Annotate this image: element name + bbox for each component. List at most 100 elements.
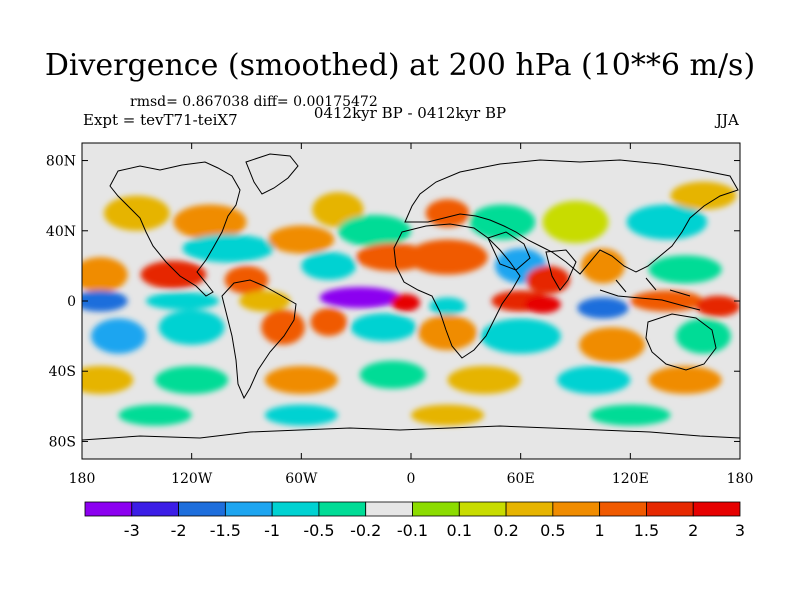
colorbar-swatch [271, 501, 320, 517]
colorbar-level-label: 3 [735, 521, 745, 540]
field-patch [407, 239, 488, 275]
field-patch [648, 255, 722, 284]
field-patch [158, 309, 225, 345]
field-patch [526, 265, 571, 294]
colorbar-level-label: -1.5 [210, 521, 241, 540]
field-patch [319, 286, 401, 309]
longitude-axis: 180 120W 60W 0 60E 120E 180 [69, 143, 754, 487]
period-label: 0412kyr BP - 0412kyr BP [313, 104, 507, 122]
field-patch [469, 204, 536, 240]
map-title: Divergence (smoothed) at 200 hPa (10**6 … [44, 48, 756, 83]
colorbar-swatch [365, 501, 413, 517]
colorbar-swatch [412, 501, 460, 517]
coastline-greenland [245, 153, 299, 195]
lat-tick-label: 40N [46, 224, 76, 240]
map-panel: 80N 40N 0 40S 80S 180 120W 60W 0 60E 120E 180 [46, 142, 754, 487]
field-patch [670, 181, 737, 210]
colorbar-swatch [131, 501, 179, 517]
colorbar-swatch [458, 501, 507, 517]
colorbar-level-label: 2 [688, 521, 698, 540]
divergence-field [82, 181, 740, 426]
coastlines [82, 153, 740, 441]
field-patch [82, 290, 128, 312]
lon-tick-label: 180 [69, 471, 96, 487]
field-patch [350, 313, 417, 342]
field-patch [82, 365, 134, 395]
colorbar-level-label: -0.5 [303, 521, 334, 540]
field-patch [268, 225, 335, 254]
field-patch [118, 404, 192, 426]
field-patch [411, 404, 485, 426]
field-patch [182, 234, 274, 263]
lon-tick-label: 60W [285, 471, 318, 487]
field-patch [103, 195, 170, 231]
field-patch [173, 204, 247, 240]
lat-tick-label: 40S [49, 364, 76, 380]
field-patch [447, 365, 521, 395]
field-patch [557, 365, 631, 395]
lon-tick-label: 120W [171, 471, 213, 487]
field-patch [91, 318, 146, 354]
colorbar-level-label: -2 [171, 521, 187, 540]
field-patch [580, 248, 625, 284]
field-patch [425, 199, 470, 228]
field-patch [696, 295, 740, 317]
colorbar-swatch [84, 501, 133, 517]
field-patch [82, 257, 128, 293]
field-patch [542, 200, 609, 244]
colorbar-swatch [505, 501, 554, 517]
field-patch [239, 290, 291, 312]
coastline-arabia [487, 231, 531, 271]
field-patch [590, 404, 671, 426]
coastline-south-america [221, 279, 297, 400]
field-patch [648, 365, 722, 395]
field-patch [626, 204, 708, 240]
coastline-maritime-continent [599, 277, 701, 311]
colorbar-level-label: 0.1 [447, 521, 472, 540]
lon-tick-label: 120E [612, 471, 649, 487]
field-patch [359, 360, 426, 389]
lon-tick-label: 180 [727, 471, 754, 487]
colorbar-swatch [318, 501, 367, 517]
colorbar-swatch [224, 501, 273, 517]
field-patch [312, 192, 364, 228]
colorbar-level-label: 1 [595, 521, 605, 540]
field-patch [337, 214, 412, 247]
field-patch [145, 292, 220, 310]
coastline-india [545, 249, 577, 291]
coastline-antarctica [82, 425, 740, 441]
coastline-eurasia [404, 159, 739, 275]
field-patch [390, 293, 421, 312]
colorbar-swatch [599, 501, 647, 517]
field-patch [418, 315, 477, 351]
field-patch [264, 365, 338, 395]
field-patch [140, 260, 207, 289]
colorbar-level-label: -0.1 [397, 521, 428, 540]
field-patch [676, 318, 731, 354]
field-patch [524, 295, 561, 314]
colorbar-swatch [552, 501, 601, 517]
colorbar-level-label: 1.5 [634, 521, 659, 540]
colorbar-level-label: 0.5 [540, 521, 565, 540]
field-patch [155, 365, 229, 395]
field-patch [429, 297, 466, 316]
field-patch [579, 327, 645, 363]
field-patch [577, 297, 629, 319]
coastline-north-america [109, 161, 241, 297]
lat-tick-label: 80S [49, 434, 76, 450]
field-patch [310, 308, 348, 337]
field-patch [301, 251, 357, 280]
colorbar-swatch [646, 501, 694, 517]
field-patch [261, 309, 305, 345]
statistics-label: rmsd= 0.867038 diff= 0.00175472 [130, 94, 378, 110]
colorbar-level-label: -1 [264, 521, 280, 540]
lon-tick-label: 60E [507, 471, 535, 487]
colorbar: -3 -2 -1.5 -1 -0.5 -0.2 -0.1 0.1 0.2 0.5 1 1.5 2 3 [84, 501, 745, 540]
coastline-australia [645, 313, 717, 371]
colorbar-level-label: -0.2 [350, 521, 381, 540]
lat-tick-label: 80N [46, 154, 76, 170]
colorbar-level-label: -3 [124, 521, 140, 540]
colorbar-swatch [178, 501, 226, 517]
season-label: JJA [716, 111, 739, 129]
